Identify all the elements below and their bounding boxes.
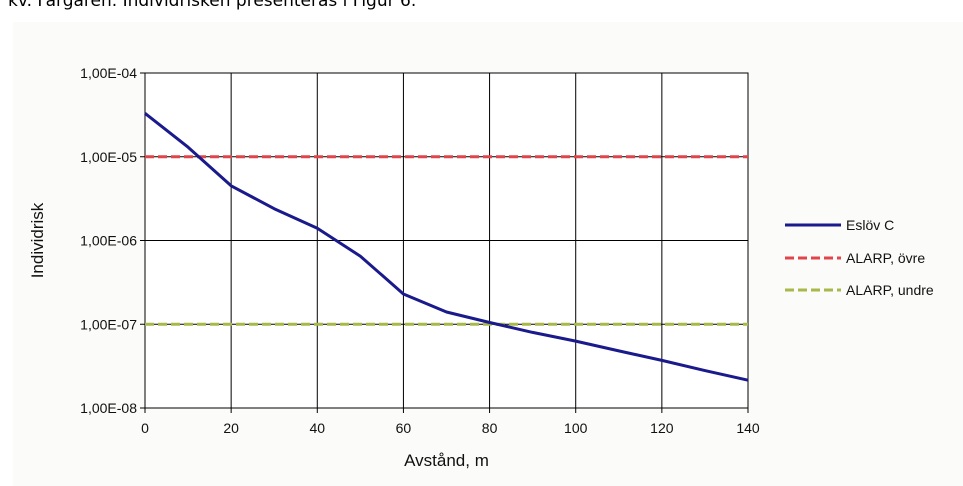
y-tick-label: 1,00E-06 (80, 233, 137, 249)
x-tick-label: 100 (564, 420, 588, 436)
x-tick-label: 140 (736, 420, 760, 436)
x-tick-label: 80 (482, 420, 498, 436)
x-axis-title: Avstånd, m (404, 451, 489, 470)
legend-label-0: Eslöv C (846, 217, 894, 233)
y-tick-label: 1,00E-08 (80, 400, 137, 416)
series-line-0 (144, 112, 749, 382)
tick-labels: 0 20 40 60 80 100 120 140 1,00E-04 1,00E-05 1,00E-… (80, 65, 760, 436)
x-tick-label: 20 (223, 420, 239, 436)
y-tick-label: 1,00E-04 (80, 65, 137, 81)
y-tick-label: 1,00E-05 (80, 149, 137, 165)
y-tick-label: 1,00E-07 (80, 316, 137, 332)
x-tick-label: 40 (309, 420, 325, 436)
legend: Eslöv C ALARP, övre ALARP, undre (785, 217, 934, 298)
x-tick-label: 120 (650, 420, 674, 436)
legend-label-1: ALARP, övre (846, 250, 925, 266)
legend-label-2: ALARP, undre (846, 282, 934, 298)
series-group (144, 112, 749, 382)
x-tick-label: 60 (396, 420, 412, 436)
x-tick-label: 0 (141, 420, 149, 436)
caption-text: kv. Färgaren. Individrisken presenteras … (8, 0, 417, 11)
y-axis-title: Individrisk (28, 202, 47, 278)
